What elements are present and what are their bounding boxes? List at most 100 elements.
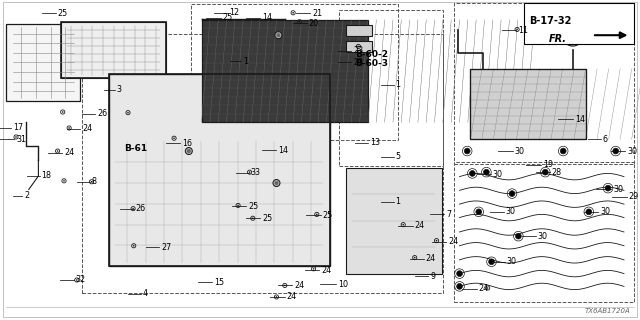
Ellipse shape bbox=[564, 34, 581, 46]
Text: 12: 12 bbox=[229, 8, 239, 17]
Text: 30: 30 bbox=[600, 207, 611, 216]
Text: 25: 25 bbox=[323, 211, 333, 220]
Text: 24: 24 bbox=[448, 237, 458, 246]
Text: B-61: B-61 bbox=[124, 144, 147, 153]
Bar bbox=[61, 22, 166, 78]
Text: 24: 24 bbox=[287, 292, 297, 301]
Ellipse shape bbox=[62, 111, 63, 113]
Text: 16: 16 bbox=[182, 139, 193, 148]
Text: 30: 30 bbox=[627, 147, 637, 156]
Ellipse shape bbox=[275, 32, 282, 39]
Ellipse shape bbox=[605, 185, 611, 191]
Text: 28: 28 bbox=[552, 168, 562, 177]
Bar bbox=[109, 74, 330, 266]
Text: 14: 14 bbox=[575, 115, 585, 124]
Text: 23: 23 bbox=[353, 46, 364, 55]
Bar bbox=[339, 10, 443, 166]
Text: 24: 24 bbox=[294, 281, 305, 290]
Ellipse shape bbox=[132, 208, 134, 210]
Bar bbox=[454, 3, 634, 164]
Ellipse shape bbox=[76, 279, 77, 281]
Ellipse shape bbox=[133, 245, 134, 246]
Text: 30: 30 bbox=[515, 147, 525, 156]
Ellipse shape bbox=[489, 259, 495, 265]
Text: 31: 31 bbox=[16, 135, 26, 144]
Ellipse shape bbox=[487, 287, 488, 289]
Text: 10: 10 bbox=[338, 280, 348, 289]
Ellipse shape bbox=[457, 271, 463, 276]
Ellipse shape bbox=[476, 209, 482, 215]
Text: 13: 13 bbox=[370, 138, 380, 147]
Text: 24: 24 bbox=[64, 148, 74, 157]
Text: 33: 33 bbox=[251, 168, 261, 177]
Text: 24: 24 bbox=[321, 266, 332, 275]
Bar bbox=[191, 4, 398, 140]
Text: 18: 18 bbox=[42, 172, 52, 180]
Bar bbox=[82, 34, 443, 293]
Ellipse shape bbox=[543, 169, 548, 175]
Ellipse shape bbox=[68, 127, 70, 129]
Ellipse shape bbox=[273, 180, 280, 187]
Text: 11: 11 bbox=[518, 26, 529, 35]
Text: 9: 9 bbox=[430, 272, 435, 281]
Text: TX6AB1720A: TX6AB1720A bbox=[585, 308, 630, 314]
Bar bbox=[470, 69, 586, 139]
Bar bbox=[346, 25, 372, 36]
Text: 25: 25 bbox=[262, 214, 273, 223]
Ellipse shape bbox=[276, 33, 280, 37]
Ellipse shape bbox=[414, 257, 415, 259]
Text: 24: 24 bbox=[415, 221, 425, 230]
Ellipse shape bbox=[516, 233, 522, 239]
Ellipse shape bbox=[358, 45, 359, 47]
Ellipse shape bbox=[436, 240, 437, 241]
Text: 14: 14 bbox=[262, 13, 273, 22]
Ellipse shape bbox=[613, 148, 618, 154]
Bar bbox=[109, 74, 330, 266]
Text: B-60-3: B-60-3 bbox=[355, 60, 388, 68]
Text: 30: 30 bbox=[613, 185, 623, 194]
Bar bbox=[524, 3, 634, 44]
Bar bbox=[61, 22, 166, 78]
Ellipse shape bbox=[403, 224, 404, 225]
Text: 30: 30 bbox=[506, 207, 516, 216]
Text: 21: 21 bbox=[312, 9, 323, 18]
Text: 1: 1 bbox=[396, 197, 401, 206]
Ellipse shape bbox=[249, 171, 250, 173]
Ellipse shape bbox=[237, 205, 239, 206]
Ellipse shape bbox=[276, 296, 277, 298]
Ellipse shape bbox=[316, 214, 317, 215]
Text: 25: 25 bbox=[58, 9, 68, 18]
Text: 1: 1 bbox=[396, 80, 401, 89]
Text: 30: 30 bbox=[538, 232, 548, 241]
Bar bbox=[470, 69, 586, 139]
Text: 24: 24 bbox=[82, 124, 92, 133]
Text: 5: 5 bbox=[396, 152, 401, 161]
Ellipse shape bbox=[284, 285, 285, 286]
Text: FR.: FR. bbox=[549, 34, 567, 44]
Text: B-60-2: B-60-2 bbox=[355, 50, 388, 59]
Text: 23: 23 bbox=[353, 58, 364, 67]
Text: 20: 20 bbox=[308, 19, 319, 28]
Bar bbox=[454, 162, 634, 302]
Ellipse shape bbox=[509, 191, 515, 196]
Text: 30: 30 bbox=[507, 257, 517, 266]
Text: 24: 24 bbox=[479, 284, 489, 293]
Ellipse shape bbox=[313, 268, 314, 269]
Text: 29: 29 bbox=[628, 192, 639, 201]
Ellipse shape bbox=[484, 169, 489, 175]
Ellipse shape bbox=[561, 148, 566, 154]
Text: 2: 2 bbox=[24, 191, 29, 200]
Ellipse shape bbox=[358, 60, 359, 61]
Ellipse shape bbox=[275, 181, 278, 185]
Ellipse shape bbox=[91, 181, 92, 182]
Ellipse shape bbox=[173, 138, 175, 139]
Text: 6: 6 bbox=[603, 135, 608, 144]
Ellipse shape bbox=[470, 171, 476, 176]
Ellipse shape bbox=[586, 209, 592, 215]
Text: 26: 26 bbox=[136, 204, 146, 213]
Text: 30: 30 bbox=[493, 170, 503, 179]
Bar bbox=[346, 168, 442, 274]
Text: 8: 8 bbox=[92, 177, 97, 186]
Ellipse shape bbox=[457, 284, 463, 289]
Text: 17: 17 bbox=[13, 124, 23, 132]
